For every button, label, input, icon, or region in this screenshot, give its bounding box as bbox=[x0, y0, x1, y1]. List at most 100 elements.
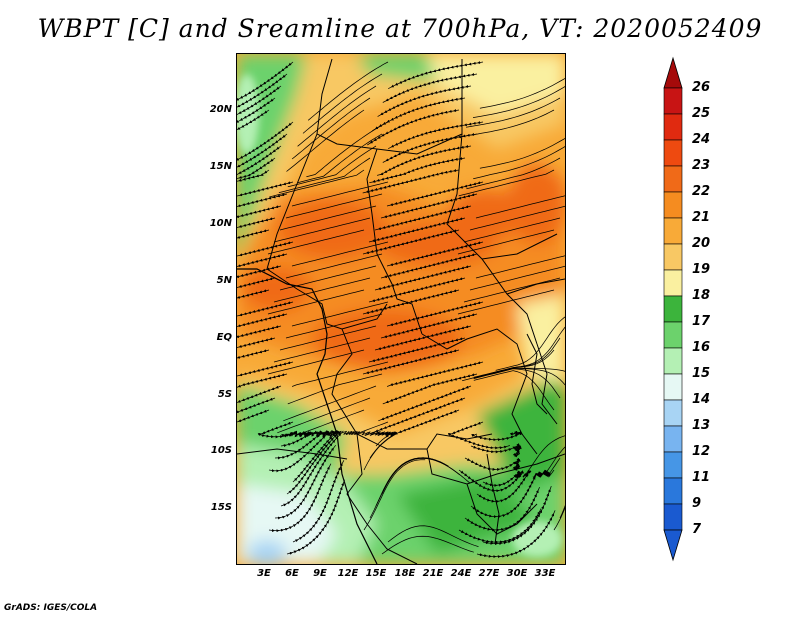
streamline bbox=[463, 277, 561, 303]
colorbar-label: 26 bbox=[692, 80, 711, 95]
lon-label: 9E bbox=[313, 568, 327, 579]
lon-label: 24E bbox=[450, 568, 472, 579]
streamline bbox=[273, 277, 371, 303]
colorbar-segment bbox=[663, 425, 683, 453]
colorbar-label: 11 bbox=[692, 470, 711, 485]
lat-label: EQ bbox=[216, 332, 232, 343]
colorbar bbox=[663, 56, 683, 562]
streamline bbox=[381, 458, 461, 495]
streamline bbox=[285, 253, 383, 279]
lon-label: 12E bbox=[337, 568, 359, 579]
colorbar-label: 20 bbox=[692, 236, 711, 251]
streamline bbox=[297, 133, 383, 184]
streamline bbox=[237, 253, 288, 268]
streamline bbox=[469, 205, 565, 231]
colorbar-label: 23 bbox=[692, 158, 711, 173]
colorbar-segment bbox=[663, 451, 683, 479]
streamline bbox=[473, 368, 561, 399]
streamline bbox=[362, 169, 460, 194]
colorbar-segment bbox=[663, 139, 683, 167]
streamline bbox=[237, 409, 270, 423]
lon-label: 33E bbox=[534, 568, 556, 579]
streamline bbox=[472, 86, 565, 118]
streamline bbox=[285, 193, 383, 219]
streamline bbox=[286, 479, 345, 555]
colorbar-segment bbox=[663, 243, 683, 271]
streamline bbox=[291, 361, 389, 387]
streamline bbox=[387, 525, 479, 547]
lat-label: 15N bbox=[209, 161, 232, 172]
streamline bbox=[538, 469, 555, 478]
streamline bbox=[306, 121, 389, 178]
streamline bbox=[291, 241, 389, 267]
streamline bbox=[381, 535, 474, 555]
colorbar-label: 22 bbox=[692, 184, 711, 199]
streamline bbox=[279, 205, 377, 231]
streamline bbox=[237, 277, 276, 288]
streamline bbox=[302, 73, 383, 134]
colorbar-label: 24 bbox=[692, 132, 711, 147]
streamline bbox=[463, 217, 561, 243]
streamline bbox=[479, 77, 565, 109]
streamline bbox=[464, 457, 521, 471]
streamlines bbox=[237, 61, 565, 559]
streamline bbox=[469, 265, 565, 291]
colorbar-label: 12 bbox=[692, 444, 711, 459]
lon-label: 21E bbox=[422, 568, 444, 579]
streamline bbox=[291, 97, 371, 160]
streamline bbox=[237, 265, 282, 278]
streamline bbox=[291, 181, 389, 207]
streamline bbox=[291, 301, 389, 327]
colorbar-segment bbox=[663, 477, 683, 505]
streamline bbox=[466, 97, 561, 128]
streamline bbox=[237, 217, 276, 228]
colorbar-segment bbox=[663, 87, 683, 115]
colorbar-bottom-cap bbox=[663, 529, 683, 562]
streamline bbox=[466, 157, 561, 190]
lat-label: 10S bbox=[210, 445, 232, 456]
colorbar-label: 18 bbox=[692, 288, 711, 303]
lon-label: 30E bbox=[506, 568, 528, 579]
colorbar-label: 17 bbox=[692, 314, 711, 329]
colorbar-segment bbox=[663, 191, 683, 219]
streamline bbox=[237, 289, 270, 299]
streamline bbox=[279, 325, 377, 351]
streamline bbox=[553, 506, 565, 531]
streamline bbox=[237, 313, 288, 328]
colorbar-segment bbox=[663, 373, 683, 401]
streamline bbox=[273, 217, 371, 243]
colorbar-segment bbox=[663, 295, 683, 323]
lon-label: 3E bbox=[257, 568, 271, 579]
streamline bbox=[237, 205, 282, 218]
colorbar-segment bbox=[663, 113, 683, 141]
colorbar-label: 19 bbox=[692, 262, 711, 277]
colorbar-segment bbox=[663, 217, 683, 245]
lon-label: 27E bbox=[478, 568, 500, 579]
streamline bbox=[479, 137, 565, 169]
streamline bbox=[476, 510, 556, 559]
colorbar-label: 15 bbox=[692, 366, 711, 381]
colorbar-top-cap bbox=[663, 56, 683, 89]
streamline bbox=[345, 431, 383, 436]
lat-label: 5N bbox=[216, 275, 232, 286]
streamline bbox=[473, 370, 555, 411]
lon-label: 15E bbox=[365, 568, 387, 579]
colorbar-segment bbox=[663, 347, 683, 375]
streamline bbox=[475, 195, 565, 219]
streamline bbox=[237, 373, 288, 388]
credit-text: GrADS: IGES/COLA bbox=[4, 603, 98, 613]
streamline bbox=[473, 146, 565, 180]
chart-title: WBPT [C] and Sreamline at 700hPa, VT: 20… bbox=[37, 14, 763, 43]
streamline bbox=[307, 61, 389, 121]
streamline bbox=[237, 349, 270, 359]
streamline bbox=[286, 109, 365, 172]
streamline bbox=[237, 337, 276, 348]
streamline bbox=[473, 367, 565, 386]
colorbar-segment bbox=[663, 399, 683, 427]
lon-label: 6E bbox=[285, 568, 299, 579]
colorbar-label: 16 bbox=[692, 340, 711, 355]
lat-label: 10N bbox=[209, 218, 232, 229]
colorbar-segment bbox=[663, 165, 683, 193]
colorbar-label: 7 bbox=[692, 522, 702, 537]
lon-label: 18E bbox=[394, 568, 416, 579]
